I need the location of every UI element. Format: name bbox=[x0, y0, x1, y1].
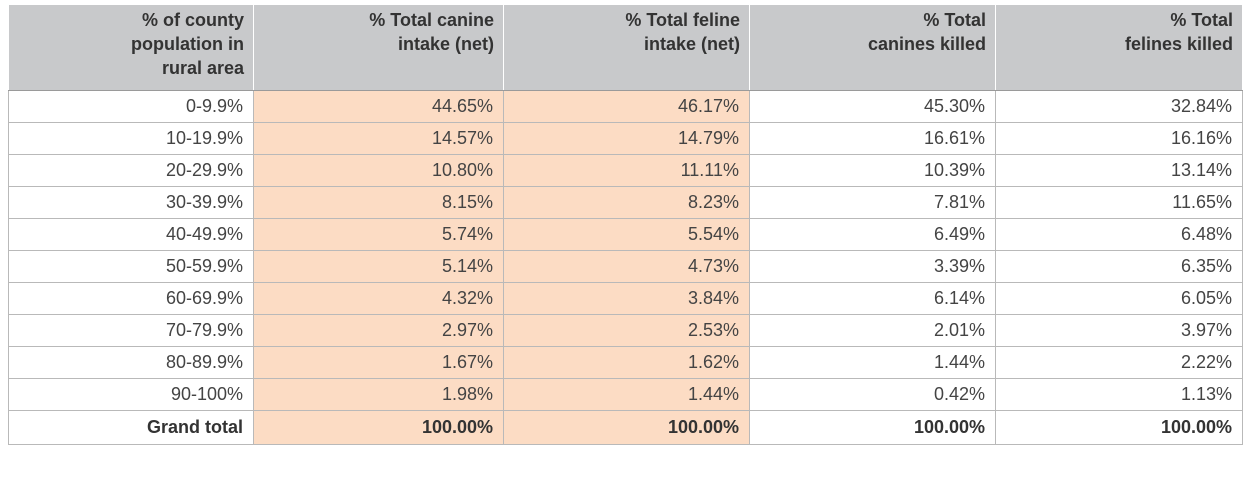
table-cell: 45.30% bbox=[749, 90, 996, 123]
table-cell: 5.54% bbox=[503, 218, 750, 251]
column-header-3: % Total canines killed bbox=[749, 4, 996, 91]
table-cell: 16.16% bbox=[995, 122, 1243, 155]
table-cell: 50-59.9% bbox=[8, 250, 254, 283]
table-cell: 100.00% bbox=[253, 410, 504, 445]
table-cell: 3.39% bbox=[749, 250, 996, 283]
table-cell: 10.80% bbox=[253, 154, 504, 187]
column-header-4: % Total felines killed bbox=[995, 4, 1243, 91]
column-header-0: % of county population in rural area bbox=[8, 4, 254, 91]
column-header-2: % Total feline intake (net) bbox=[503, 4, 750, 91]
table-cell: 30-39.9% bbox=[8, 186, 254, 219]
header-row: % of county population in rural area % Tota… bbox=[8, 4, 1243, 91]
table-cell: 44.65% bbox=[253, 90, 504, 123]
table-cell: 10.39% bbox=[749, 154, 996, 187]
table-cell: 8.23% bbox=[503, 186, 750, 219]
table-cell: 3.84% bbox=[503, 282, 750, 315]
table-cell: 11.11% bbox=[503, 154, 750, 187]
table-cell: 100.00% bbox=[749, 410, 996, 445]
column-header-2-line-0: % Total feline bbox=[625, 10, 740, 30]
table-row: 90-100% 1.98% 1.44% 0.42% 1.13% bbox=[8, 378, 1243, 411]
column-header-0-line-2: rural area bbox=[161, 58, 244, 78]
column-header-1-line-0: % Total canine bbox=[369, 10, 494, 30]
table-cell: 1.67% bbox=[253, 346, 504, 379]
grand-total-row: Grand total 100.00% 100.00% 100.00% 100.00% bbox=[8, 410, 1243, 445]
table-cell: 60-69.9% bbox=[8, 282, 254, 315]
table-cell: 6.48% bbox=[995, 218, 1243, 251]
table-cell: 5.74% bbox=[253, 218, 504, 251]
table-cell: 11.65% bbox=[995, 186, 1243, 219]
column-header-0-line-0: % of county bbox=[142, 10, 244, 30]
table-cell: 6.35% bbox=[995, 250, 1243, 283]
table-cell: 14.57% bbox=[253, 122, 504, 155]
table-cell: 5.14% bbox=[253, 250, 504, 283]
table-cell: 2.53% bbox=[503, 314, 750, 347]
table-row: 10-19.9% 14.57% 14.79% 16.61% 16.16% bbox=[8, 122, 1243, 155]
column-header-3-line-1: canines killed bbox=[867, 34, 986, 54]
table-cell: 2.97% bbox=[253, 314, 504, 347]
column-header-1: % Total canine intake (net) bbox=[253, 4, 504, 91]
table-row: 70-79.9% 2.97% 2.53% 2.01% 3.97% bbox=[8, 314, 1243, 347]
table-header: % of county population in rural area % Tota… bbox=[8, 4, 1243, 91]
table-cell: 1.62% bbox=[503, 346, 750, 379]
column-header-4-line-0: % Total bbox=[1170, 10, 1233, 30]
table-cell: 1.98% bbox=[253, 378, 504, 411]
table-row: 0-9.9% 44.65% 46.17% 45.30% 32.84% bbox=[8, 90, 1243, 123]
rural-population-table: % of county population in rural area % Tota… bbox=[8, 4, 1243, 445]
table-cell: 32.84% bbox=[995, 90, 1243, 123]
table-cell: 7.81% bbox=[749, 186, 996, 219]
table-cell: 0-9.9% bbox=[8, 90, 254, 123]
table-cell: 1.13% bbox=[995, 378, 1243, 411]
table-row: 60-69.9% 4.32% 3.84% 6.14% 6.05% bbox=[8, 282, 1243, 315]
table-cell: 6.05% bbox=[995, 282, 1243, 315]
table-cell: 13.14% bbox=[995, 154, 1243, 187]
table-cell: 4.32% bbox=[253, 282, 504, 315]
table-row: 40-49.9% 5.74% 5.54% 6.49% 6.48% bbox=[8, 218, 1243, 251]
column-header-0-line-1: population in bbox=[131, 34, 244, 54]
table-cell: Grand total bbox=[8, 410, 254, 445]
table-cell: 4.73% bbox=[503, 250, 750, 283]
table-cell: 6.49% bbox=[749, 218, 996, 251]
table-cell: 70-79.9% bbox=[8, 314, 254, 347]
table-cell: 46.17% bbox=[503, 90, 750, 123]
table-cell: 40-49.9% bbox=[8, 218, 254, 251]
table-cell: 80-89.9% bbox=[8, 346, 254, 379]
table-cell: 90-100% bbox=[8, 378, 254, 411]
column-header-1-line-1: intake (net) bbox=[397, 34, 494, 54]
table-cell: 2.01% bbox=[749, 314, 996, 347]
table-cell: 100.00% bbox=[995, 410, 1243, 445]
table-cell: 100.00% bbox=[503, 410, 750, 445]
table-cell: 1.44% bbox=[749, 346, 996, 379]
table-cell: 3.97% bbox=[995, 314, 1243, 347]
table-cell: 1.44% bbox=[503, 378, 750, 411]
table-cell: 16.61% bbox=[749, 122, 996, 155]
column-header-3-line-0: % Total bbox=[923, 10, 986, 30]
column-header-2-line-1: intake (net) bbox=[643, 34, 740, 54]
table-cell: 20-29.9% bbox=[8, 154, 254, 187]
table-row: 80-89.9% 1.67% 1.62% 1.44% 2.22% bbox=[8, 346, 1243, 379]
table-cell: 10-19.9% bbox=[8, 122, 254, 155]
table-row: 50-59.9% 5.14% 4.73% 3.39% 6.35% bbox=[8, 250, 1243, 283]
column-header-4-line-1: felines killed bbox=[1124, 34, 1233, 54]
table-row: 30-39.9% 8.15% 8.23% 7.81% 11.65% bbox=[8, 186, 1243, 219]
table-cell: 8.15% bbox=[253, 186, 504, 219]
table-cell: 6.14% bbox=[749, 282, 996, 315]
table-body: 0-9.9% 44.65% 46.17% 45.30% 32.84% 10-19.9% 14… bbox=[8, 90, 1243, 445]
table-cell: 0.42% bbox=[749, 378, 996, 411]
table-cell: 2.22% bbox=[995, 346, 1243, 379]
table-cell: 14.79% bbox=[503, 122, 750, 155]
table-row: 20-29.9% 10.80% 11.11% 10.39% 13.14% bbox=[8, 154, 1243, 187]
